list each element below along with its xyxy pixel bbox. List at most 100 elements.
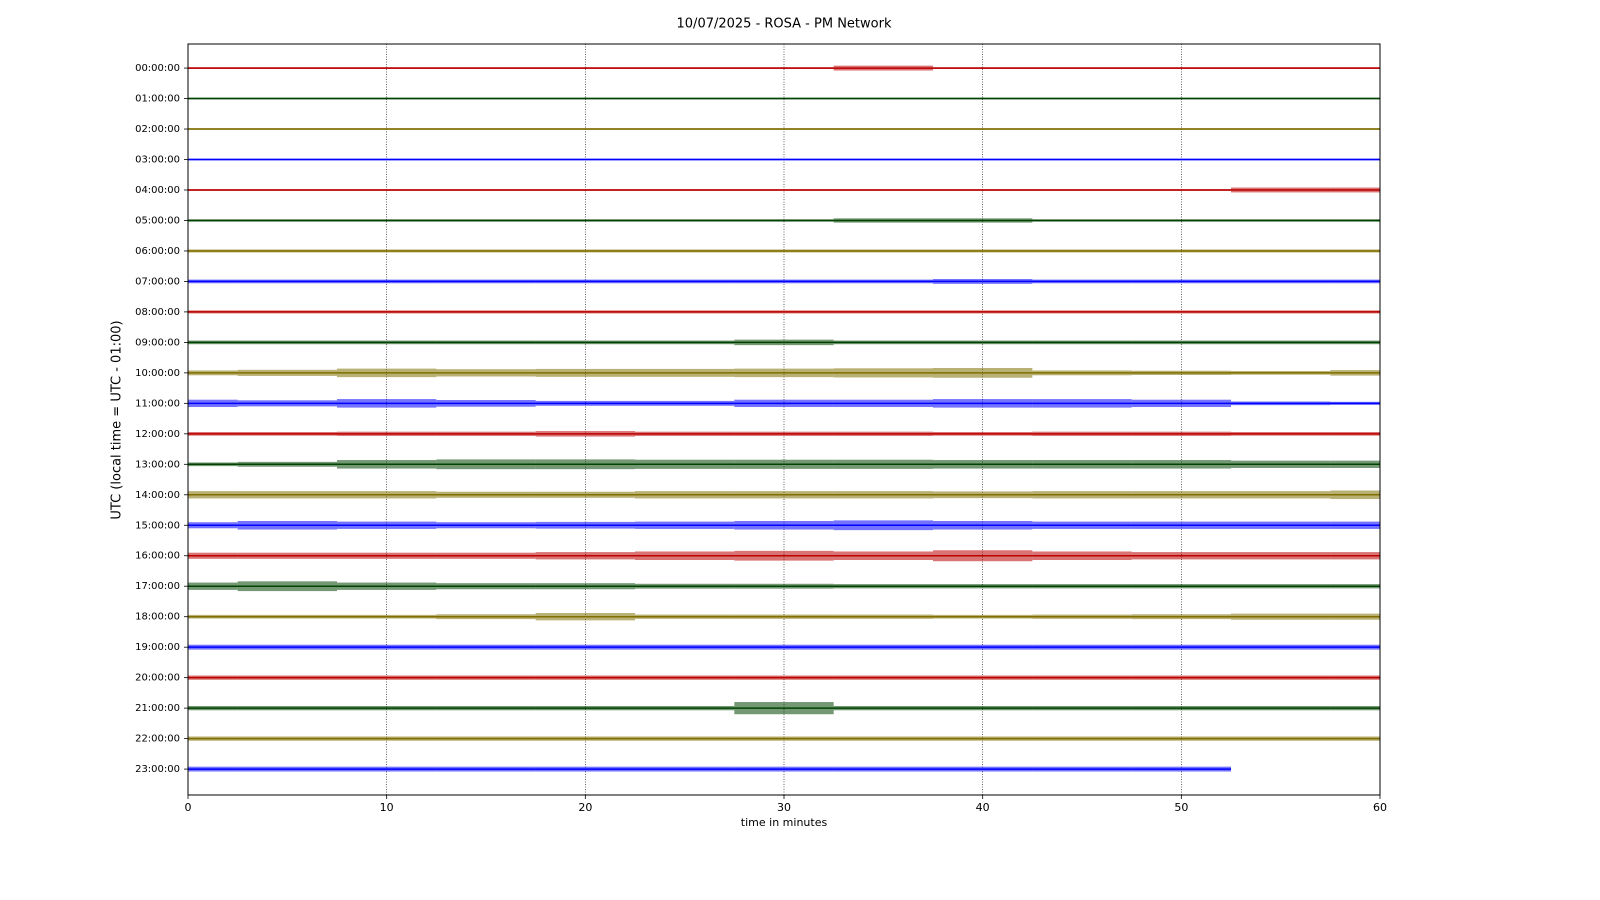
trace-envelope xyxy=(188,706,238,711)
trace-envelope xyxy=(237,249,337,253)
y-tick-label: 19:00:00 xyxy=(135,642,180,653)
trace-envelope xyxy=(833,644,933,650)
trace-envelope xyxy=(237,491,337,499)
trace-envelope xyxy=(635,368,735,377)
trace-envelope xyxy=(734,491,834,499)
trace-envelope xyxy=(933,97,1033,100)
trace-envelope xyxy=(635,128,735,130)
trace-envelope xyxy=(188,462,238,467)
trace-envelope xyxy=(1131,340,1231,345)
trace-envelope xyxy=(237,369,337,376)
trace-envelope xyxy=(188,766,238,772)
y-tick-label: 02:00:00 xyxy=(135,124,180,135)
y-tick-label: 10:00:00 xyxy=(135,368,180,379)
trace-envelope xyxy=(1231,401,1331,406)
trace-envelope xyxy=(1330,279,1380,284)
trace-envelope xyxy=(535,279,635,284)
trace-envelope xyxy=(237,128,337,130)
trace-envelope xyxy=(933,189,1033,191)
trace-envelope xyxy=(833,766,933,772)
trace-envelope xyxy=(188,399,238,408)
trace-envelope xyxy=(1231,97,1331,100)
trace-envelope xyxy=(734,158,834,161)
trace-envelope xyxy=(635,706,735,711)
trace-envelope xyxy=(1330,128,1380,130)
trace-envelope xyxy=(337,431,437,436)
trace-envelope xyxy=(734,736,834,741)
trace-envelope xyxy=(1231,279,1331,284)
trace-envelope xyxy=(1330,158,1380,161)
trace-envelope xyxy=(833,459,933,469)
trace-envelope xyxy=(1330,310,1380,314)
trace-envelope xyxy=(1131,614,1231,620)
trace-envelope xyxy=(436,644,536,650)
trace-envelope xyxy=(1330,97,1380,100)
trace-envelope xyxy=(436,491,536,498)
trace-envelope xyxy=(833,97,933,100)
trace-envelope xyxy=(188,279,238,284)
trace-envelope xyxy=(1231,219,1331,222)
trace-envelope xyxy=(188,431,238,436)
trace-envelope xyxy=(237,279,337,284)
trace-envelope xyxy=(436,583,536,590)
trace-envelope xyxy=(833,614,933,619)
trace-envelope xyxy=(535,128,635,130)
y-tick-label: 15:00:00 xyxy=(135,520,180,531)
trace-envelope xyxy=(635,219,735,222)
trace-envelope xyxy=(1032,521,1132,529)
trace-envelope xyxy=(188,614,238,619)
trace-envelope xyxy=(535,189,635,191)
trace-envelope xyxy=(734,550,834,561)
trace-envelope xyxy=(1131,584,1231,589)
y-tick-label: 13:00:00 xyxy=(135,459,180,470)
trace-envelope xyxy=(337,552,437,559)
trace-envelope xyxy=(337,97,437,100)
y-tick-label: 22:00:00 xyxy=(135,734,180,745)
trace-envelope xyxy=(833,340,933,345)
trace-envelope xyxy=(1330,490,1380,500)
x-tick-label: 40 xyxy=(976,801,990,814)
trace-envelope xyxy=(188,675,238,680)
trace-envelope xyxy=(188,370,238,376)
x-axis-label: time in minutes xyxy=(741,816,828,829)
trace-envelope xyxy=(337,67,437,69)
trace-envelope xyxy=(734,97,834,100)
trace-envelope xyxy=(734,459,834,469)
y-axis-label: UTC (local time = UTC - 01:00) xyxy=(110,320,125,519)
trace-envelope xyxy=(188,158,238,161)
trace-envelope xyxy=(535,400,635,406)
trace-envelope xyxy=(1032,551,1132,561)
y-tick-label: 12:00:00 xyxy=(135,429,180,440)
y-tick-label: 17:00:00 xyxy=(135,581,180,592)
trace-envelope xyxy=(833,431,933,436)
trace-envelope xyxy=(933,736,1033,741)
trace-envelope xyxy=(1330,370,1380,376)
trace-envelope xyxy=(436,614,536,620)
trace-envelope xyxy=(1131,736,1231,741)
trace-envelope xyxy=(436,310,536,314)
trace-envelope xyxy=(833,584,933,589)
trace-envelope xyxy=(933,340,1033,345)
trace-envelope xyxy=(436,219,536,222)
trace-envelope xyxy=(436,736,536,741)
trace-envelope xyxy=(535,219,635,222)
trace-envelope xyxy=(1032,97,1132,100)
trace-envelope xyxy=(1330,706,1380,711)
trace-envelope xyxy=(635,249,735,253)
trace-envelope xyxy=(933,218,1033,223)
trace-envelope xyxy=(237,219,337,222)
trace-envelope xyxy=(1131,128,1231,130)
trace-envelope xyxy=(237,766,337,772)
trace-envelope xyxy=(1032,736,1132,741)
trace-envelope xyxy=(1131,431,1231,436)
trace-envelope xyxy=(635,736,735,741)
trace-envelope xyxy=(933,706,1033,711)
trace-envelope xyxy=(535,340,635,345)
trace-envelope xyxy=(436,189,536,191)
y-tick-label: 04:00:00 xyxy=(135,185,180,196)
y-tick-label: 14:00:00 xyxy=(135,490,180,501)
trace-envelope xyxy=(188,552,238,559)
trace-envelope xyxy=(1231,644,1331,650)
trace-envelope xyxy=(1231,310,1331,314)
